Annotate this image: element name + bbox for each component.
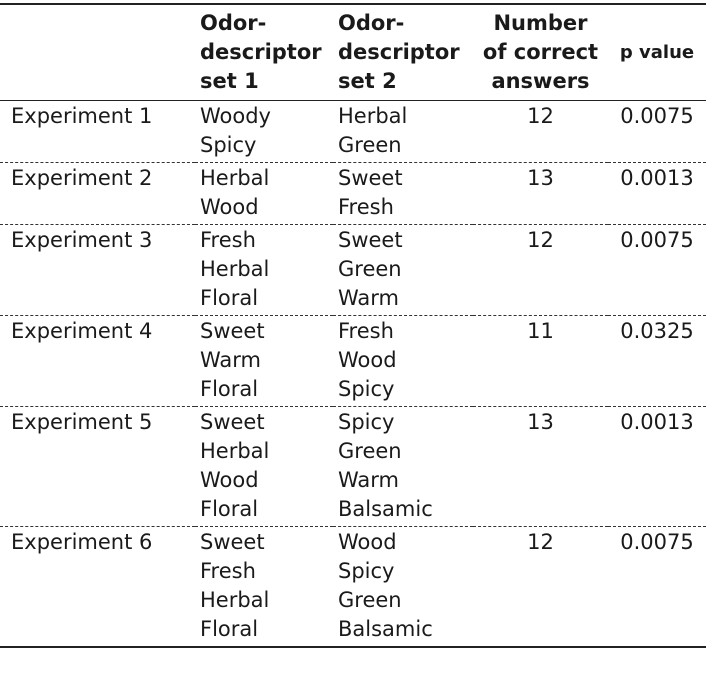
header-set2: Odor- descriptor set 2 xyxy=(333,4,473,101)
odor-descriptor: Sweet xyxy=(338,166,403,190)
set1-cell: Sweet Herbal Wood Floral xyxy=(195,406,333,527)
odor-descriptor: Green xyxy=(338,588,402,612)
set1-cell: Woody Spicy xyxy=(195,101,333,163)
odor-descriptor: Spicy xyxy=(338,410,395,434)
correct-answers-cell: 12 xyxy=(473,526,608,647)
odor-descriptor: Fresh xyxy=(200,228,256,252)
header-set1-line: set 1 xyxy=(200,69,259,93)
odor-descriptor: Fresh xyxy=(338,319,394,343)
p-value-cell: 0.0013 xyxy=(608,406,706,527)
odor-descriptor: Floral xyxy=(200,377,259,401)
correct-answers-cell: 12 xyxy=(527,104,554,128)
table-row: Experiment 2 Herbal Wood Sweet Fresh 13 0.0013 xyxy=(0,162,706,225)
experiment-cell: Experiment 6 xyxy=(0,526,195,647)
odor-descriptor: Woody xyxy=(200,104,271,128)
header-set2-line: set 2 xyxy=(338,69,397,93)
header-p-value: p value xyxy=(608,4,706,101)
experiment-cell: Experiment 4 xyxy=(0,315,195,407)
correct-answers-cell: 12 xyxy=(473,224,608,316)
p-value-cell: 0.0013 xyxy=(608,162,706,225)
odor-descriptor: Wood xyxy=(200,468,259,492)
odor-descriptor: Warm xyxy=(200,348,262,372)
odor-descriptor: Floral xyxy=(200,497,259,521)
table-row: Experiment 5 Sweet Herbal Wood Floral Spicy Gr… xyxy=(0,406,706,527)
header-correct-line: answers xyxy=(491,69,590,93)
header-set1-line: Odor- xyxy=(200,11,267,35)
results-table: Odor- descriptor set 1 Odor- descriptor … xyxy=(0,3,706,648)
p-value-cell: 0.0325 xyxy=(608,315,706,407)
table-header: Odor- descriptor set 1 Odor- descriptor … xyxy=(0,4,706,101)
odor-descriptor: Sweet xyxy=(200,530,265,554)
odor-descriptor: Herbal xyxy=(200,166,270,190)
set1-cell: Herbal Wood xyxy=(195,162,333,225)
odor-descriptor: Warm xyxy=(338,468,400,492)
header-correct-line: of correct xyxy=(482,40,599,64)
header-experiment xyxy=(0,4,195,101)
experiment-cell: Experiment 3 xyxy=(0,224,195,316)
experiment-cell: Experiment 5 xyxy=(0,406,195,527)
correct-answers-cell: 13 xyxy=(473,406,608,527)
header-row: Odor- descriptor set 1 Odor- descriptor … xyxy=(0,4,706,101)
odor-descriptor: Herbal xyxy=(200,588,270,612)
table-body: Experiment 1 Woody Spicy Herbal Green 12 0.007… xyxy=(0,101,706,647)
odor-descriptor: Herbal xyxy=(200,439,270,463)
correct-answers-cell: 11 xyxy=(473,315,608,407)
odor-descriptor: Spicy xyxy=(200,133,257,157)
header-correct-line: Number xyxy=(493,11,588,35)
correct-answers-cell: 13 xyxy=(473,162,608,225)
header-correct-answers: Number of correct answers xyxy=(473,4,608,101)
odor-descriptor: Sweet xyxy=(338,228,403,252)
header-set2-line: Odor- xyxy=(338,11,405,35)
odor-descriptor: Herbal xyxy=(338,104,408,128)
header-set1: Odor- descriptor set 1 xyxy=(195,4,333,101)
odor-descriptor: Spicy xyxy=(338,559,395,583)
odor-descriptor: Green xyxy=(338,439,402,463)
header-set1-line: descriptor xyxy=(200,40,322,64)
set2-cell: Sweet Green Warm xyxy=(333,224,473,316)
odor-descriptor: Sweet xyxy=(200,319,265,343)
odor-descriptor: Wood xyxy=(338,530,397,554)
odor-descriptor: Green xyxy=(338,133,402,157)
odor-descriptor: Herbal xyxy=(200,257,270,281)
odor-descriptor: Fresh xyxy=(200,559,256,583)
experiment-cell: Experiment 1 xyxy=(11,104,153,128)
p-value-cell: 0.0075 xyxy=(608,224,706,316)
odor-descriptor: Wood xyxy=(338,348,397,372)
set1-cell: Sweet Warm Floral xyxy=(195,315,333,407)
odor-descriptor: Spicy xyxy=(338,377,395,401)
odor-descriptor: Balsamic xyxy=(338,497,433,521)
set2-cell: Sweet Fresh xyxy=(333,162,473,225)
odor-descriptor: Fresh xyxy=(338,195,394,219)
experiment-cell: Experiment 2 xyxy=(0,162,195,225)
table-row: Experiment 6 Sweet Fresh Herbal Floral Wood Sp… xyxy=(0,526,706,647)
odor-descriptor: Floral xyxy=(200,286,259,310)
table-row: Experiment 3 Fresh Herbal Floral Sweet Green W… xyxy=(0,224,706,316)
set2-cell: Wood Spicy Green Balsamic xyxy=(333,526,473,647)
set1-cell: Fresh Herbal Floral xyxy=(195,224,333,316)
odor-descriptor: Wood xyxy=(200,195,259,219)
p-value-cell: 0.0075 xyxy=(608,526,706,647)
table-row: Experiment 4 Sweet Warm Floral Fresh Wood Spic… xyxy=(0,315,706,407)
odor-descriptor: Floral xyxy=(200,617,259,641)
set2-cell: Fresh Wood Spicy xyxy=(333,315,473,407)
set2-cell: Spicy Green Warm Balsamic xyxy=(333,406,473,527)
p-value-cell: 0.0075 xyxy=(620,104,694,128)
odor-descriptor: Warm xyxy=(338,286,400,310)
odor-descriptor: Sweet xyxy=(200,410,265,434)
odor-descriptor: Green xyxy=(338,257,402,281)
table-row: Experiment 1 Woody Spicy Herbal Green 12 0.007… xyxy=(0,101,706,163)
odor-descriptor: Balsamic xyxy=(338,617,433,641)
header-set2-line: descriptor xyxy=(338,40,460,64)
set1-cell: Sweet Fresh Herbal Floral xyxy=(195,526,333,647)
set2-cell: Herbal Green xyxy=(333,101,473,163)
